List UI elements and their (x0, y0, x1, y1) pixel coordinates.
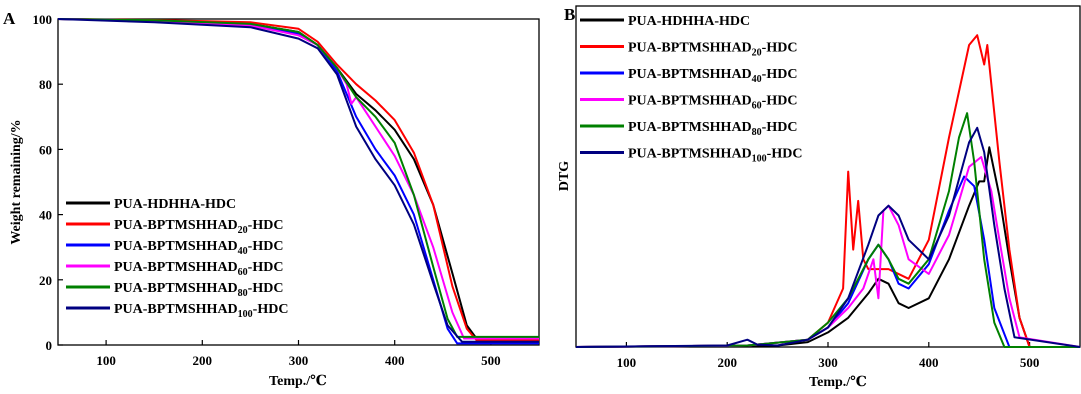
panel-b-legend-label-2: PUA-BPTMSHHAD40-HDC (628, 67, 797, 85)
panel-a-x-tick-label: 500 (481, 353, 501, 368)
panel-a-series-line-3 (57, 18, 539, 340)
panel-a-series-line-1 (57, 18, 539, 342)
panel-b-legend: PUA-HDHHA-HDC PUA-BPTMSHHAD20-HDC PUA-BPTM… (580, 14, 802, 165)
panel-a-y-tick-label: 20 (39, 273, 52, 288)
panel-b-plot-frame (575, 5, 1081, 348)
panel-a-y-tick-label: 0 (46, 338, 53, 353)
panel-b-x-tick-label: 200 (717, 355, 737, 370)
panel-b-legend-label-0: PUA-HDHHA-HDC (628, 14, 750, 29)
panel-b-series-group (575, 34, 1081, 348)
panel-a-x-tick-label: 200 (193, 353, 213, 368)
panel-a-series-line-4 (57, 18, 539, 338)
panel-a-legend-label-3: PUA-BPTMSHHAD60-HDC (114, 260, 283, 278)
panel-a-x-tick-label: 100 (96, 353, 116, 368)
panel-a-label: A (3, 9, 16, 28)
panel-a-legend-label-2: PUA-BPTMSHHAD40-HDC (114, 239, 283, 257)
panel-a-axes: 100 200 300 400 500 0 20 40 60 80 100 (33, 12, 501, 368)
panel-a-legend: PUA-HDHHA-HDC PUA-BPTMSHHAD20-HDC PUA-BPTM… (66, 197, 288, 320)
panel-a-y-axis-title: Weight remaining/% (9, 119, 24, 244)
panel-b-dtg-chart: B 100 200 300 400 500 Temp./℃ DTG PUA-HDHHA-… (557, 5, 1081, 390)
panel-b-series-line-0 (575, 146, 1080, 348)
panel-b-series-line-1 (575, 34, 1080, 348)
panel-b-legend-label-1: PUA-BPTMSHHAD20-HDC (628, 41, 797, 59)
panel-b-label: B (564, 5, 575, 24)
panel-a-plot-frame (57, 18, 540, 346)
panel-a-legend-label-0: PUA-HDHHA-HDC (114, 197, 236, 212)
panel-b-legend-label-4: PUA-BPTMSHHAD80-HDC (628, 120, 797, 138)
panel-a-x-tick-label: 300 (289, 353, 309, 368)
panel-b-x-axis-title: Temp./℃ (809, 375, 867, 390)
panel-b-series-line-5 (575, 126, 1081, 348)
panel-a-legend-label-4: PUA-BPTMSHHAD80-HDC (114, 281, 283, 299)
panel-b-series-line-4 (575, 112, 1080, 348)
panel-b-x-tick-label: 500 (1020, 355, 1040, 370)
panel-b-x-tick-label: 100 (617, 355, 637, 370)
panel-b-legend-label-5: PUA-BPTMSHHAD100-HDC (628, 147, 802, 165)
panel-a-y-tick-label: 40 (39, 208, 52, 223)
panel-b-axes: 100 200 300 400 500 (617, 342, 1040, 370)
panel-b-x-tick-label: 300 (818, 355, 838, 370)
panel-a-series-group (57, 18, 539, 345)
panel-a-y-tick-label: 60 (39, 142, 52, 157)
panel-b-series-line-3 (575, 156, 1081, 348)
panel-a-y-tick-label: 100 (33, 12, 53, 27)
panel-b-y-axis-title: DTG (557, 161, 572, 191)
panel-a-x-tick-label: 400 (385, 353, 405, 368)
panel-b-x-tick-label: 400 (919, 355, 939, 370)
panel-a-x-axis-title: Temp./℃ (269, 374, 327, 389)
panel-a-series-line-5 (57, 18, 539, 343)
panel-a-y-tick-label: 80 (39, 77, 52, 92)
panel-a-legend-label-5: PUA-BPTMSHHAD100-HDC (114, 302, 288, 320)
panel-b-legend-label-3: PUA-BPTMSHHAD60-HDC (628, 94, 797, 112)
panel-a-weight-chart: A 100 200 300 400 500 0 20 40 60 80 100 Temp./℃ We… (3, 9, 540, 389)
panel-a-legend-label-1: PUA-BPTMSHHAD20-HDC (114, 218, 283, 236)
